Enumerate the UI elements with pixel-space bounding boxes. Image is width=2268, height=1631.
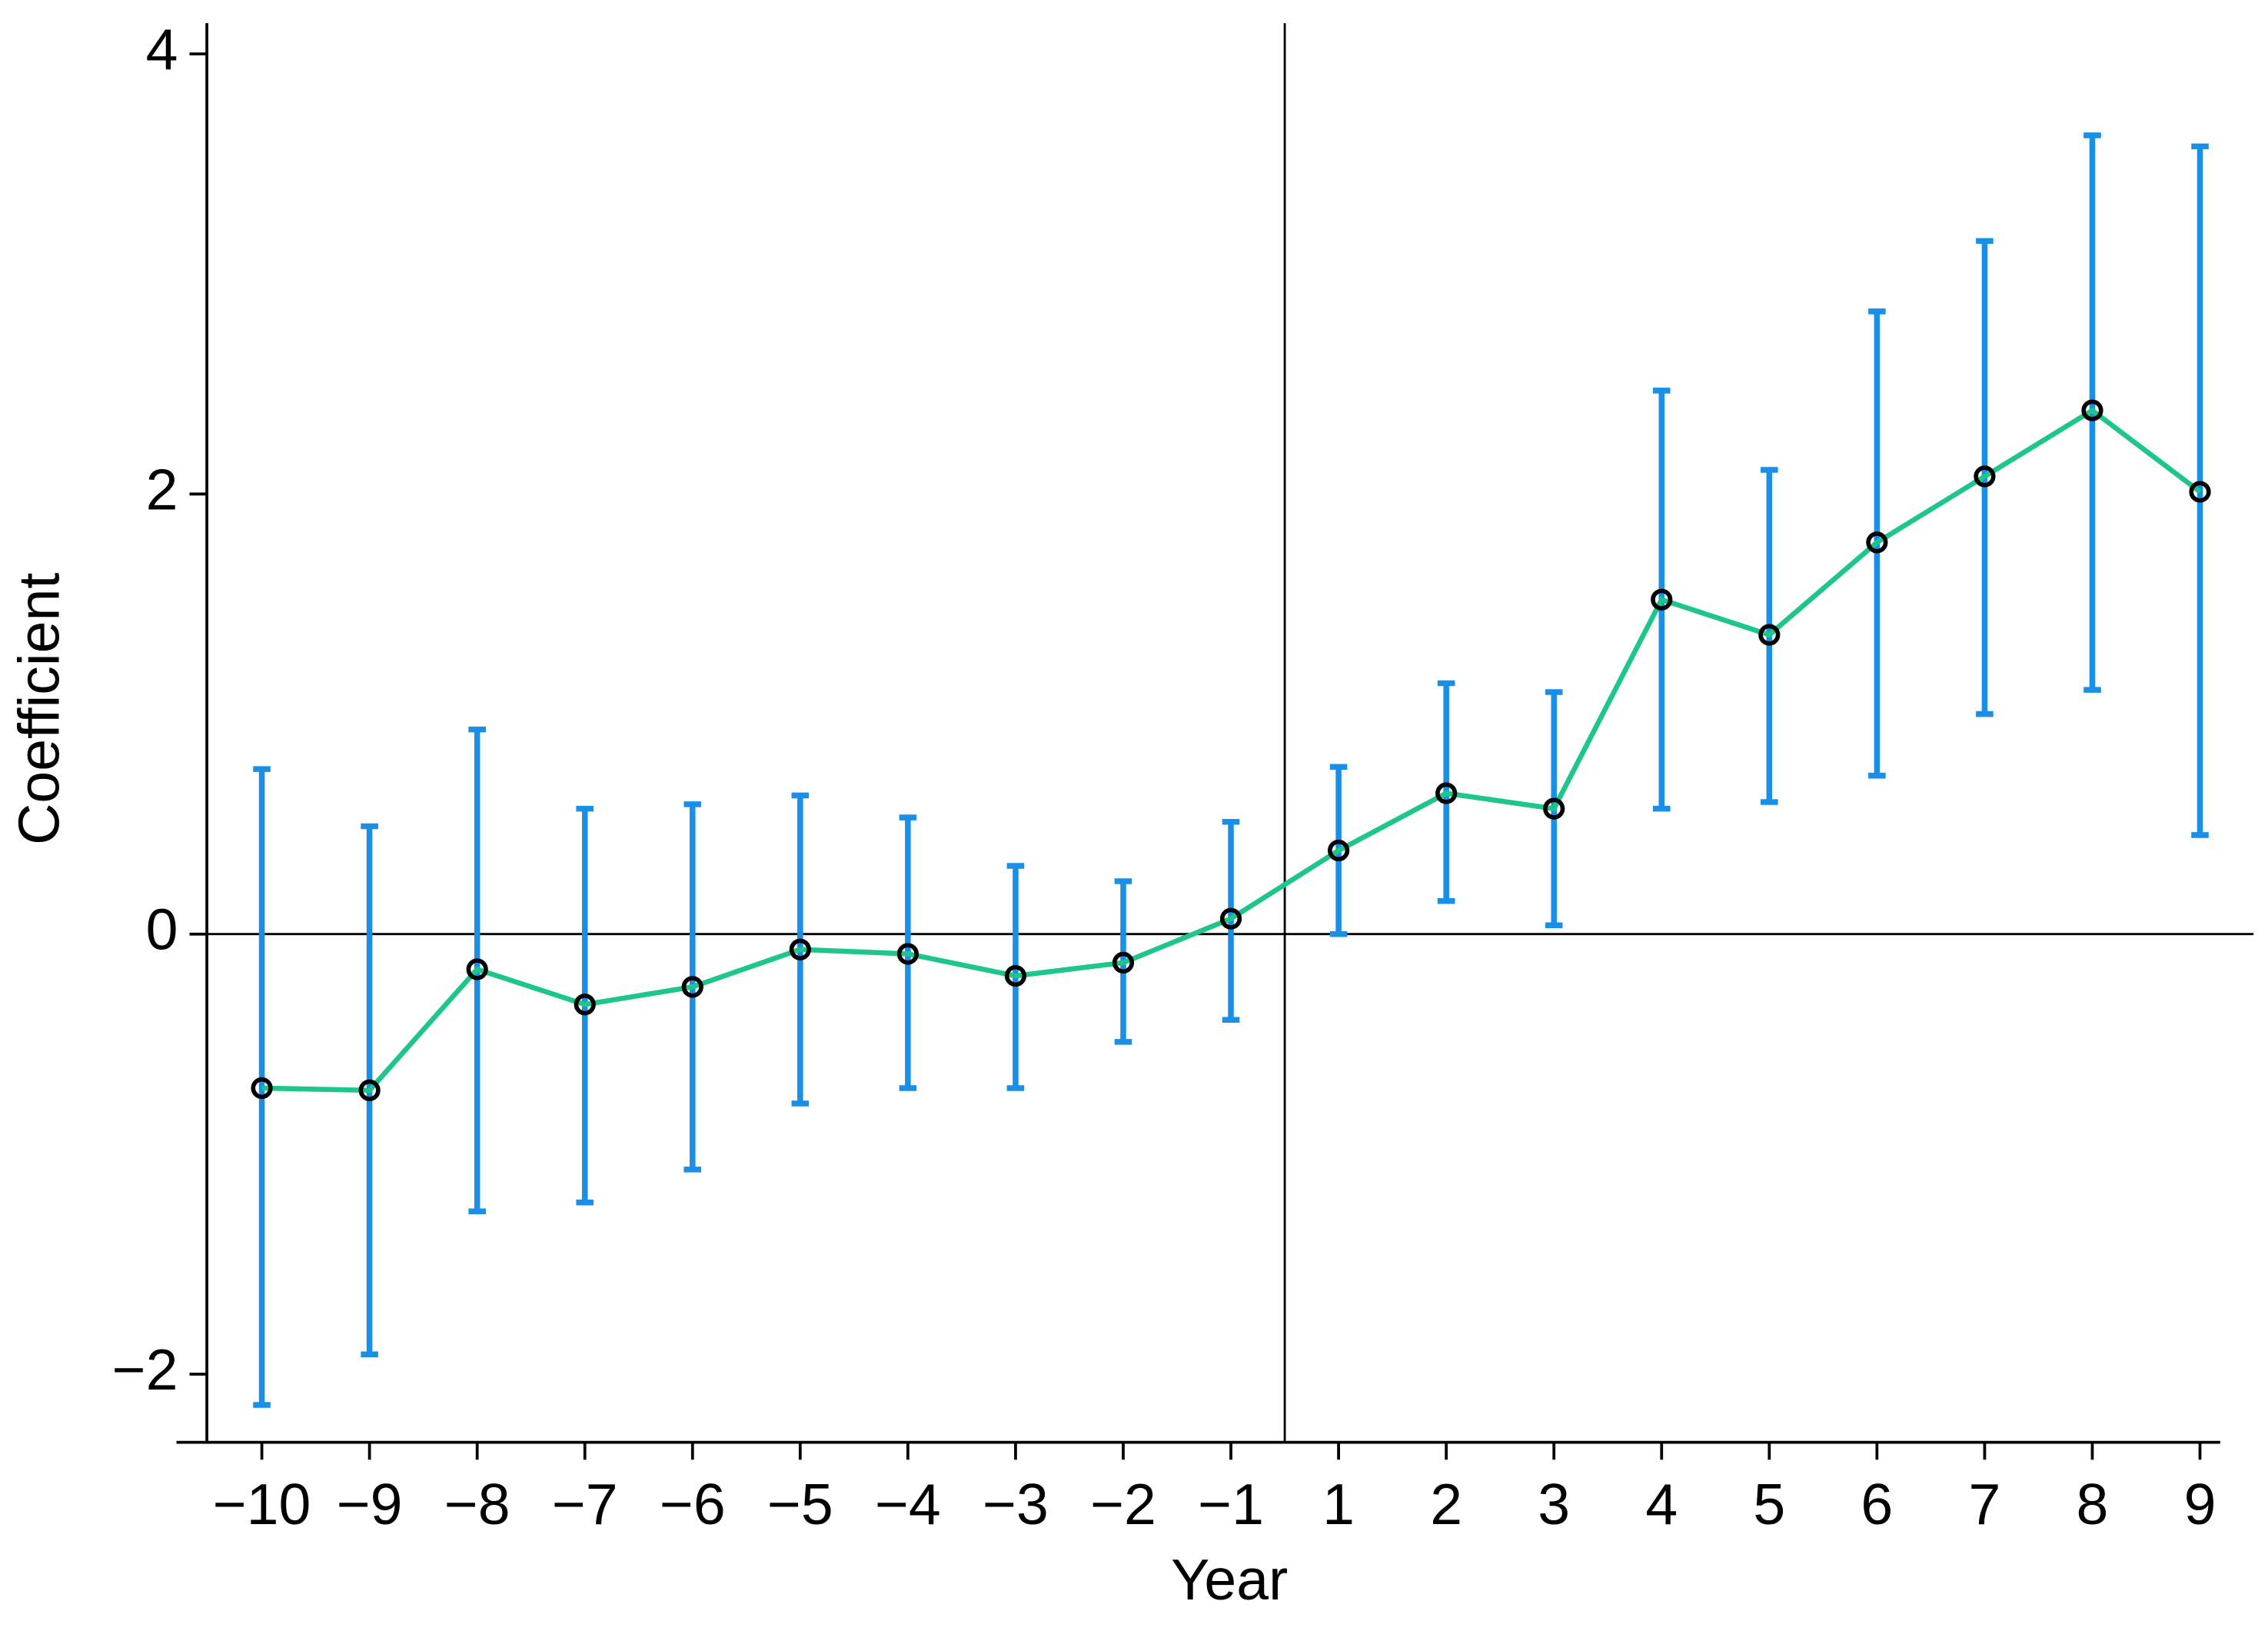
point-marker xyxy=(1004,964,1027,987)
x-tick-label: −9 xyxy=(337,1472,403,1536)
y-tick-label: −2 xyxy=(112,1337,178,1402)
point-marker xyxy=(681,976,703,998)
x-tick-label: −2 xyxy=(1090,1472,1156,1536)
y-tick-label: 2 xyxy=(146,457,178,521)
y-axis-title: Coefficient xyxy=(6,573,71,845)
point-marker xyxy=(1974,465,1996,488)
point-marker xyxy=(789,938,811,960)
point-marker xyxy=(1543,797,1565,820)
x-tick-label: 2 xyxy=(1430,1472,1462,1536)
x-tick-label: 7 xyxy=(1968,1472,2000,1536)
error-bar xyxy=(253,766,271,1408)
x-tick-label: 5 xyxy=(1753,1472,1785,1536)
point-marker xyxy=(1112,951,1135,974)
x-tick-label: −5 xyxy=(767,1472,833,1536)
point-marker xyxy=(466,958,488,980)
x-tick-label: 3 xyxy=(1538,1472,1570,1536)
y-tick-label: 0 xyxy=(146,897,178,962)
series-line xyxy=(261,407,2202,1093)
point-marker xyxy=(1435,782,1458,804)
point-marker xyxy=(1327,839,1350,862)
point-marker xyxy=(896,943,919,965)
x-tick-label: −6 xyxy=(660,1472,726,1536)
x-tick-label: 6 xyxy=(1861,1472,1893,1536)
point-marker xyxy=(2081,399,2103,421)
point-marker xyxy=(1758,624,1781,646)
point-marker xyxy=(251,1077,273,1100)
x-axis-title: Year xyxy=(1171,1547,1288,1612)
point-marker xyxy=(1219,907,1242,930)
x-tick-label: 4 xyxy=(1645,1472,1678,1536)
x-tick-label: −10 xyxy=(213,1472,311,1536)
x-tick-label: −4 xyxy=(875,1472,941,1536)
x-tick-label: −1 xyxy=(1198,1472,1264,1536)
x-tick-label: −7 xyxy=(552,1472,618,1536)
point-marker xyxy=(2189,481,2211,503)
x-tick-label: −3 xyxy=(983,1472,1049,1536)
x-tick-label: 1 xyxy=(1322,1472,1355,1536)
x-tick-label: −8 xyxy=(444,1472,510,1536)
point-marker xyxy=(1866,531,1888,554)
x-tick-label: 8 xyxy=(2077,1472,2109,1536)
point-marker xyxy=(1651,588,1673,611)
x-tick-label: 9 xyxy=(2184,1472,2216,1536)
point-marker xyxy=(574,994,596,1016)
point-marker xyxy=(358,1079,381,1101)
y-tick-label: 4 xyxy=(146,17,178,82)
